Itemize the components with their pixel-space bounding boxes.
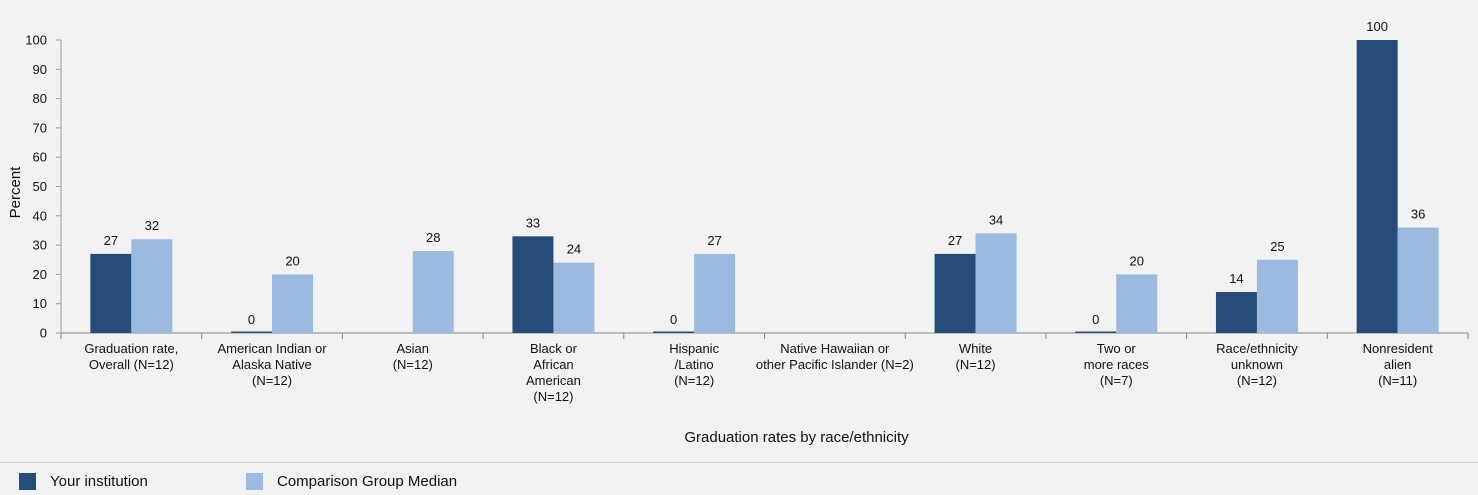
- bar: [412, 250, 454, 333]
- y-tick-label: 0: [40, 326, 47, 341]
- bar: [975, 233, 1017, 333]
- legend-label-comparison-group-median: Comparison Group Median: [277, 473, 458, 490]
- y-tick-label: 20: [33, 267, 47, 282]
- bar-chart: 0 10 20 30 40 50 60 70 80 90 100 Percent 27 32 Graduat…: [7, 19, 1469, 446]
- data-label: 28: [426, 230, 440, 245]
- x-tick-label: (N=11): [1378, 373, 1417, 388]
- bar: [131, 239, 173, 333]
- legend-swatch-comparison-group-median: [246, 473, 263, 490]
- x-tick-label: Alaska Native: [232, 357, 311, 372]
- data-label: 0: [670, 312, 677, 327]
- x-tick-label: White: [959, 341, 992, 356]
- x-tick-label: Hispanic: [669, 341, 719, 356]
- x-tick-label: American: [526, 373, 581, 388]
- bar: [1356, 40, 1398, 333]
- x-tick-label: unknown: [1231, 357, 1283, 372]
- bar: [934, 253, 976, 333]
- x-tick-label: more races: [1084, 357, 1150, 372]
- legend-swatch-your-institution: [19, 473, 36, 490]
- data-label: 0: [248, 312, 255, 327]
- data-label: 20: [1130, 253, 1144, 268]
- x-tick-label: American Indian or: [217, 341, 327, 356]
- x-tick-label: (N=12): [533, 389, 573, 404]
- data-label: 27: [104, 233, 118, 248]
- legend-label-your-institution: Your institution: [50, 473, 148, 490]
- data-label: 33: [526, 215, 540, 230]
- x-tick-label: other Pacific Islander (N=2): [756, 357, 914, 372]
- y-tick-label: 40: [33, 208, 47, 223]
- data-label: 34: [989, 212, 1003, 227]
- bar: [1215, 291, 1257, 333]
- y-tick-label: 60: [33, 150, 47, 165]
- bar: [231, 331, 273, 333]
- data-label: 27: [948, 233, 962, 248]
- x-tick-label: alien: [1384, 357, 1411, 372]
- x-tick-label: Race/ethnicity: [1216, 341, 1298, 356]
- y-tick-label: 90: [33, 62, 47, 77]
- bar: [694, 253, 736, 333]
- x-axis-title: Graduation rates by race/ethnicity: [684, 429, 909, 446]
- data-label: 27: [707, 233, 721, 248]
- x-tick-label: (N=12): [252, 373, 292, 388]
- bar: [512, 236, 554, 333]
- x-tick-label: Graduation rate,: [84, 341, 178, 356]
- bar: [1116, 274, 1158, 333]
- data-label: 24: [567, 242, 581, 257]
- y-tick-label: 30: [33, 238, 47, 253]
- bar: [1256, 259, 1298, 333]
- y-tick-label: 10: [33, 296, 47, 311]
- y-tick-label: 50: [33, 179, 47, 194]
- x-tick-label: (N=12): [955, 357, 995, 372]
- bar: [1397, 227, 1439, 333]
- y-axis-title: Percent: [7, 166, 24, 219]
- x-tick-label: (N=12): [393, 357, 433, 372]
- legend-item-comparison-group-median: Comparison Group Median: [246, 473, 457, 490]
- bar: [90, 253, 132, 333]
- x-tick-label: (N=12): [1237, 373, 1277, 388]
- bar: [272, 274, 314, 333]
- x-tick-label: Native Hawaiian or: [780, 341, 890, 356]
- data-label: 20: [285, 253, 299, 268]
- bar: [653, 331, 695, 333]
- x-tick-label: (N=7): [1100, 373, 1133, 388]
- x-tick-label: Black or: [530, 341, 578, 356]
- legend-item-your-institution: Your institution: [19, 473, 148, 490]
- x-tick-label: /Latino: [675, 357, 714, 372]
- data-label: 32: [145, 218, 159, 233]
- x-tick-label: Two or: [1097, 341, 1137, 356]
- data-label: 36: [1411, 207, 1425, 222]
- legend: Your institution Comparison Group Median: [0, 462, 1478, 495]
- bar: [1075, 331, 1117, 333]
- data-label: 100: [1366, 19, 1388, 34]
- x-tick-label: Asian: [396, 341, 429, 356]
- x-tick-label: (N=12): [674, 373, 714, 388]
- x-tick-label: African: [533, 357, 573, 372]
- y-tick-label: 100: [25, 33, 47, 48]
- data-label: 14: [1229, 271, 1243, 286]
- y-tick-label: 80: [33, 91, 47, 106]
- x-tick-label: Overall (N=12): [89, 357, 174, 372]
- x-tick-label: Nonresident: [1363, 341, 1433, 356]
- data-label: 25: [1270, 239, 1284, 254]
- data-label: 0: [1092, 312, 1099, 327]
- y-tick-label: 70: [33, 120, 47, 135]
- bar: [553, 262, 595, 333]
